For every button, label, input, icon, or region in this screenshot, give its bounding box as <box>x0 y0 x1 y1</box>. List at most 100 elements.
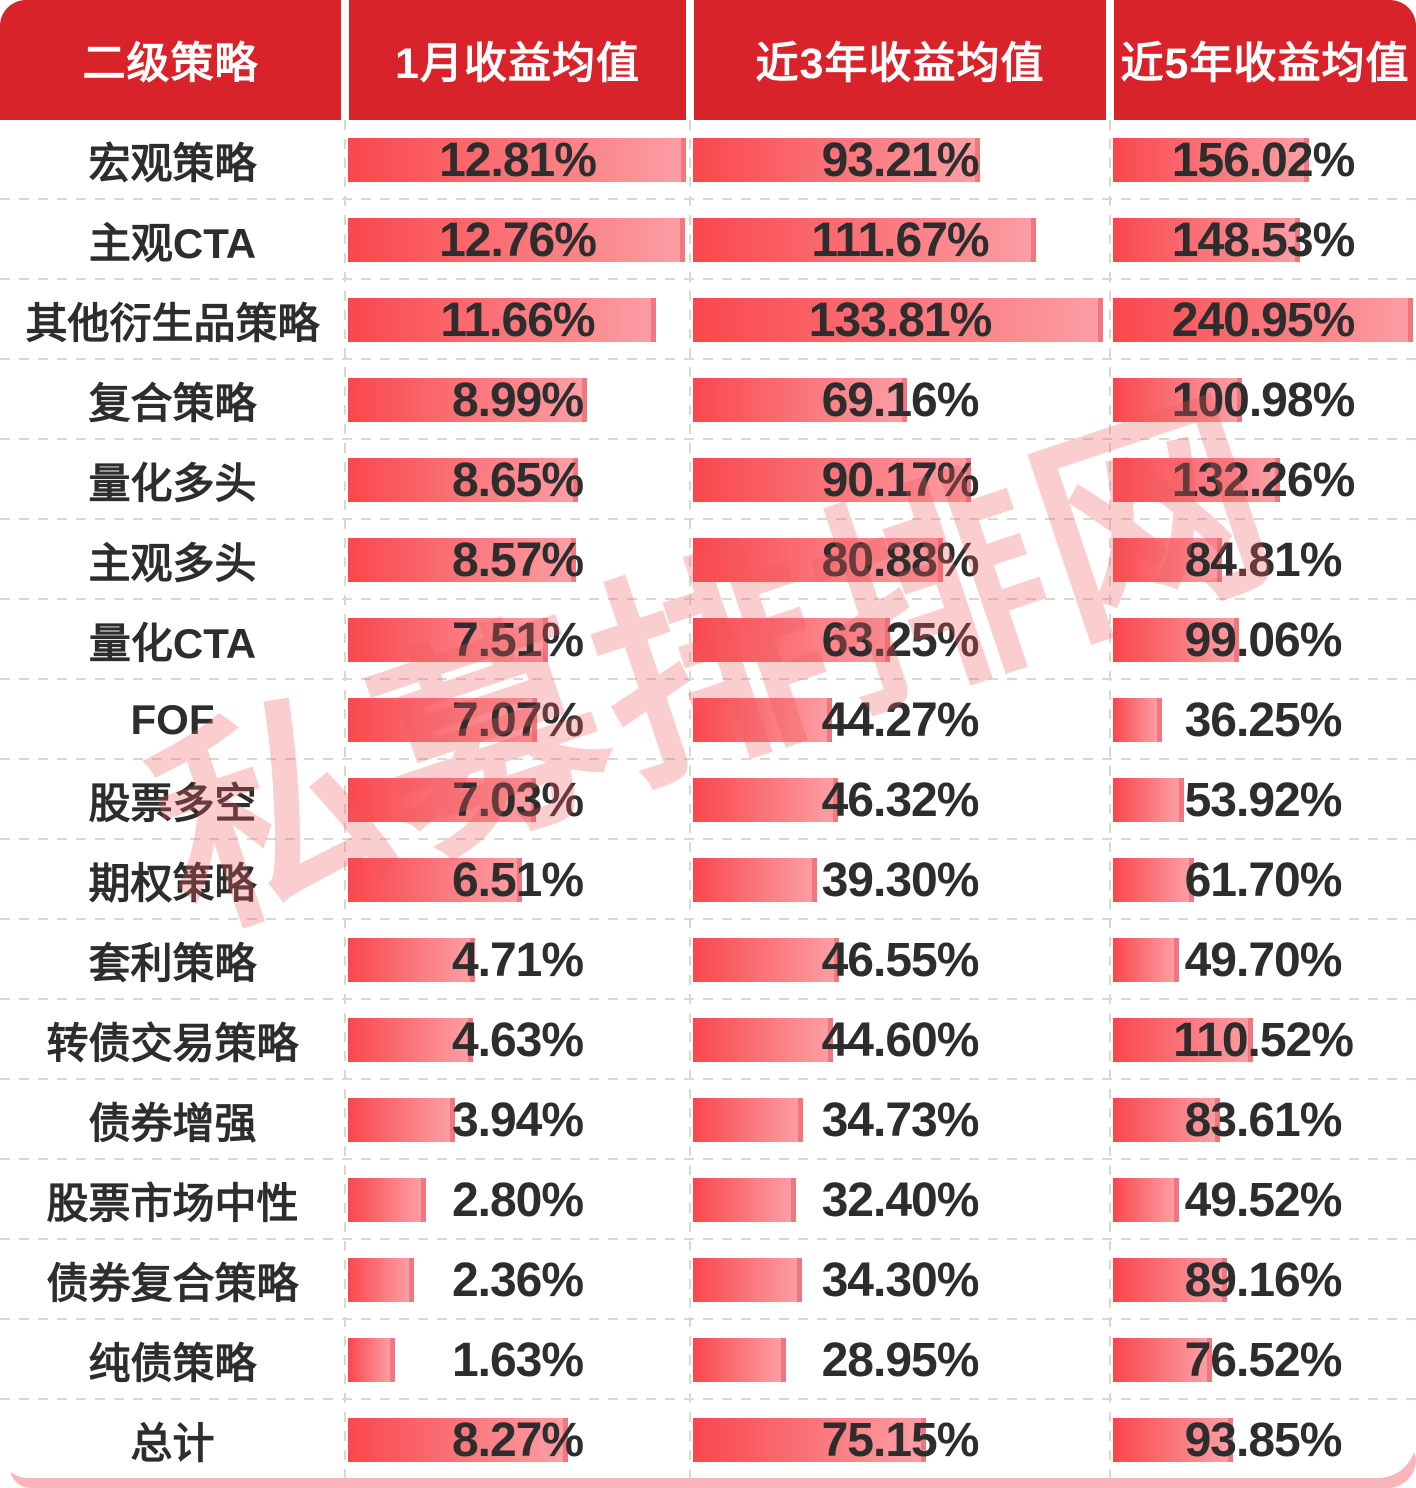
return-cell-5y: 156.02% <box>1110 120 1416 200</box>
return-cell-3y: 34.30% <box>690 1240 1110 1320</box>
return-cell-3y: 63.25% <box>690 600 1110 680</box>
return-cell-3y: 93.21% <box>690 120 1110 200</box>
return-value-1m: 2.36% <box>451 1253 584 1307</box>
return-value-3y: 34.73% <box>821 1093 980 1147</box>
column-header-strategy: 二级策略 <box>0 0 345 120</box>
return-cell-3y: 111.67% <box>690 200 1110 280</box>
return-value-3y: 46.55% <box>821 933 980 987</box>
return-value-1m: 8.99% <box>451 373 584 427</box>
return-cell-3y: 80.88% <box>690 520 1110 600</box>
return-cell-5y: 93.85% <box>1110 1400 1416 1478</box>
return-cell-1m: 12.76% <box>345 200 690 280</box>
table-row: 期权策略 6.51% 39.30% 61.70% <box>0 840 1416 920</box>
return-cell-5y: 240.95% <box>1110 280 1416 360</box>
return-bar-1m <box>348 1418 568 1462</box>
return-bar-3y <box>693 698 833 742</box>
return-bar-5y <box>1113 218 1301 262</box>
return-value-5y: 89.16% <box>1184 1253 1343 1307</box>
return-bar-5y <box>1113 778 1185 822</box>
return-bar-1m <box>348 858 523 902</box>
return-cell-1m: 6.51% <box>345 840 690 920</box>
strategy-label: 主观多头 <box>88 539 257 587</box>
strategy-label: 量化多头 <box>88 459 257 507</box>
return-value-5y: 240.95% <box>1171 293 1356 347</box>
return-cell-3y: 133.81% <box>690 280 1110 360</box>
return-cell-1m: 7.03% <box>345 760 690 840</box>
return-cell-5y: 61.70% <box>1110 840 1416 920</box>
column-header-3y-return-label: 近3年收益均值 <box>694 0 1106 120</box>
return-value-3y: 46.32% <box>821 773 980 827</box>
return-cell-3y: 44.60% <box>690 1000 1110 1080</box>
table-row: FOF 7.07% 44.27% 36.25% <box>0 680 1416 760</box>
return-value-3y: 63.25% <box>821 613 980 667</box>
return-bar-3y <box>693 1098 804 1142</box>
strategy-label: 量化CTA <box>88 619 257 667</box>
return-value-1m: 12.81% <box>439 133 597 187</box>
return-cell-1m: 12.81% <box>345 120 690 200</box>
table-row: 量化多头 8.65% 90.17% 132.26% <box>0 440 1416 520</box>
return-value-3y: 32.40% <box>821 1173 980 1227</box>
return-bar-1m <box>348 298 657 342</box>
strategy-label: 股票市场中性 <box>46 1179 299 1227</box>
return-bar-1m <box>348 1338 396 1382</box>
return-cell-5y: 49.70% <box>1110 920 1416 1000</box>
return-value-3y: 44.27% <box>821 693 980 747</box>
return-bar-5y <box>1113 458 1281 502</box>
column-header-5y-return-label: 近5年收益均值 <box>1114 0 1416 120</box>
return-bar-5y <box>1113 938 1179 982</box>
return-value-1m: 7.51% <box>451 613 584 667</box>
return-value-3y: 111.67% <box>811 213 989 267</box>
return-cell-5y: 132.26% <box>1110 440 1416 520</box>
return-value-5y: 76.52% <box>1184 1333 1343 1387</box>
return-value-1m: 6.51% <box>451 853 584 907</box>
return-bar-1m <box>348 938 476 982</box>
return-bar-3y <box>693 1338 786 1382</box>
return-bar-3y <box>693 938 839 982</box>
strategy-label: FOF <box>130 696 215 743</box>
return-cell-5y: 76.52% <box>1110 1320 1416 1400</box>
strategy-label: 宏观策略 <box>88 139 257 187</box>
return-value-5y: 49.70% <box>1184 933 1343 987</box>
return-bar-3y <box>693 218 1037 262</box>
column-header-1m-return: 1月收益均值 <box>345 0 690 120</box>
return-bar-3y <box>693 1258 802 1302</box>
return-cell-3y: 46.55% <box>690 920 1110 1000</box>
return-cell-3y: 75.15% <box>690 1400 1110 1478</box>
return-bar-5y <box>1113 538 1222 582</box>
return-bar-5y <box>1113 378 1242 422</box>
return-bar-5y <box>1113 698 1163 742</box>
return-bar-5y <box>1113 1178 1179 1222</box>
return-value-3y: 28.95% <box>821 1333 980 1387</box>
return-bar-5y <box>1113 1418 1234 1462</box>
return-value-5y: 156.02% <box>1171 133 1356 187</box>
return-bar-1m <box>348 698 537 742</box>
strategy-label: 复合策略 <box>88 379 257 427</box>
return-bar-1m <box>348 618 549 662</box>
return-cell-1m: 7.07% <box>345 680 690 760</box>
return-bar-3y <box>693 858 818 902</box>
return-cell-1m: 4.63% <box>345 1000 690 1080</box>
return-value-1m: 8.65% <box>451 453 584 507</box>
return-value-1m: 8.27% <box>451 1413 584 1467</box>
return-cell-1m: 2.80% <box>345 1160 690 1240</box>
return-cell-3y: 90.17% <box>690 440 1110 520</box>
return-value-3y: 39.30% <box>821 853 980 907</box>
table-row: 量化CTA 7.51% 63.25% 99.06% <box>0 600 1416 680</box>
return-cell-5y: 89.16% <box>1110 1240 1416 1320</box>
table-row: 股票市场中性 2.80% 32.40% 49.52% <box>0 1160 1416 1240</box>
return-bar-5y <box>1113 858 1194 902</box>
return-bar-1m <box>348 1178 426 1222</box>
return-cell-3y: 34.73% <box>690 1080 1110 1160</box>
return-bar-1m <box>348 1098 456 1142</box>
column-divider-3 <box>1109 120 1111 1478</box>
return-value-1m: 12.76% <box>439 213 597 267</box>
return-cell-1m: 8.27% <box>345 1400 690 1478</box>
return-cell-5y: 53.92% <box>1110 760 1416 840</box>
return-cell-3y: 32.40% <box>690 1160 1110 1240</box>
table-header-row: 二级策略 1月收益均值 近3年收益均值 近5年收益均值 <box>0 0 1416 120</box>
return-value-3y: 44.60% <box>821 1013 980 1067</box>
return-cell-5y: 83.61% <box>1110 1080 1416 1160</box>
return-cell-1m: 1.63% <box>345 1320 690 1400</box>
return-bar-1m <box>348 1018 474 1062</box>
